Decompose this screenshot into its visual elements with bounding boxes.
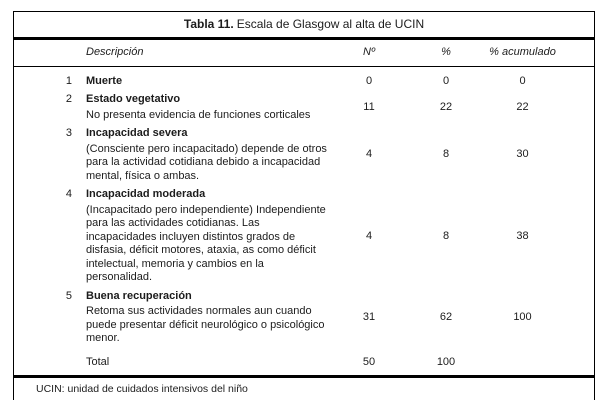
row-pct-acumulado-value: 22 [516, 100, 529, 113]
row-number: 5 [65, 289, 72, 302]
table-row: 5 Buena recuperación Retoma sus activida… [14, 290, 594, 346]
table-row: 2 Estado vegetativo No presenta evidenci… [14, 93, 594, 122]
row-pct-value: 0 [442, 74, 450, 87]
column-header-pct: % [441, 46, 451, 58]
total-label: Total [86, 355, 110, 368]
row-pct-value: 22 [439, 100, 453, 113]
row-description: Incapacidad moderada (Incapacitado pero … [86, 188, 332, 285]
table-title-number: Tabla 11. [183, 17, 234, 31]
row-pct-acumulado-value: 30 [516, 148, 529, 161]
table-row: 4 Incapacidad moderada (Incapacitado per… [14, 188, 594, 285]
table-header-row: Descripción Nº % % acumulado [14, 40, 594, 66]
table-title-text: Escala de Glasgow al alta de UCIN [236, 17, 425, 31]
row-pct-acumulado-value: 38 [516, 229, 529, 242]
row-pct-value: 8 [442, 229, 450, 242]
row-number: 1 [65, 74, 72, 87]
row-detail: (Consciente pero incapacitado) depende d… [86, 142, 327, 182]
row-detail: (Incapacitado pero independiente) Indepe… [86, 203, 326, 284]
row-label: Incapacidad moderada [86, 188, 206, 200]
row-pct-acumulado-value: 0 [519, 74, 526, 87]
table-row: 1 Muerte 0 0 0 [14, 75, 594, 89]
row-description: Incapacidad severa (Consciente pero inca… [86, 127, 332, 183]
total-row: Total 50 100 [14, 356, 594, 370]
row-description: Buena recuperación Retoma sus actividade… [86, 290, 332, 346]
row-label: Incapacidad severa [86, 127, 188, 139]
row-n-value: 4 [365, 229, 373, 242]
row-description: Estado vegetativo No presenta evidencia … [86, 93, 332, 122]
row-label: Estado vegetativo [86, 93, 181, 105]
row-label: Buena recuperación [86, 289, 192, 302]
row-number: 3 [65, 127, 72, 139]
glasgow-table: Tabla 11. Escala de Glasgow al alta de UC… [13, 11, 595, 400]
column-header-pct-acumulado: % acumulado [489, 46, 556, 58]
row-detail: Retoma sus actividades normales aun cuan… [86, 305, 325, 344]
row-n-value: 0 [365, 74, 373, 87]
row-detail: No presenta evidencia de funciones corti… [86, 108, 311, 121]
total-pct-value: 100 [436, 355, 456, 368]
row-pct-value: 8 [442, 148, 450, 161]
footnote-divider [14, 375, 594, 378]
row-number: 2 [65, 93, 72, 105]
table-body: 1 Muerte 0 0 0 2 Estado vegetativo No pr… [14, 67, 594, 353]
title-divider [14, 37, 594, 40]
table-footnote: UCIN: unidad de cuidados intensivos del … [36, 383, 248, 395]
row-n-value: 31 [362, 310, 376, 323]
table-row: 3 Incapacidad severa (Consciente pero in… [14, 127, 594, 183]
row-n-value: 11 [363, 100, 375, 113]
row-label: Muerte [86, 74, 123, 87]
table-title: Tabla 11. Escala de Glasgow al alta de UC… [14, 12, 594, 37]
row-n-value: 4 [365, 148, 373, 161]
column-header-n: Nº [363, 46, 375, 58]
row-pct-value: 62 [439, 310, 453, 323]
column-header-descripcion: Descripción [86, 46, 144, 58]
row-number: 4 [65, 188, 72, 200]
row-pct-acumulado-value: 100 [513, 310, 532, 323]
total-n-value: 50 [362, 355, 376, 368]
row-description: Muerte [86, 75, 332, 89]
header-divider [14, 65, 594, 67]
